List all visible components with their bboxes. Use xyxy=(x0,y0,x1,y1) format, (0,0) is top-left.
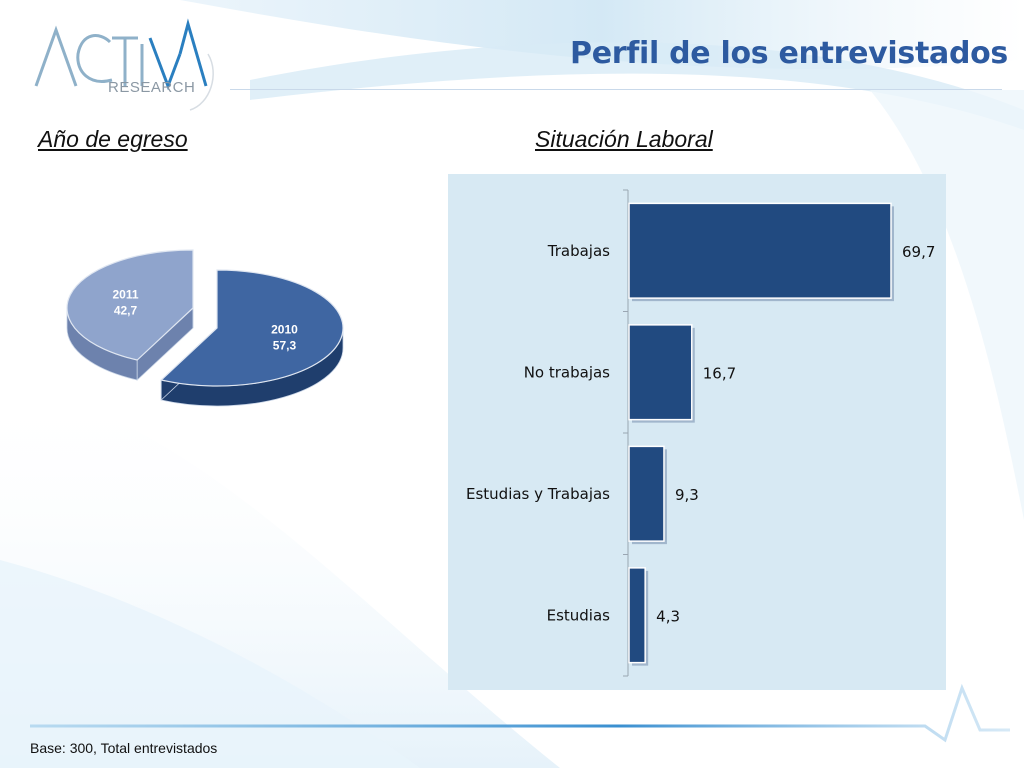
bar-value-label: 4,3 xyxy=(656,607,680,625)
activa-research-logo: RESEARCH xyxy=(34,18,214,111)
footer-pulse-line xyxy=(30,683,1010,743)
base-note: Base: 300, Total entrevistados xyxy=(30,740,218,756)
title-divider xyxy=(230,89,1002,90)
bar-category-label: Trabajas xyxy=(547,242,610,260)
pie-label-value: 57,3 xyxy=(273,338,297,352)
bar-chart-title: Situación Laboral xyxy=(535,126,713,152)
bar-value-label: 9,3 xyxy=(675,486,699,504)
bar-trabajas xyxy=(628,202,892,299)
pie-slice-2010: 2010 57,3 xyxy=(159,269,344,407)
bar-category-label: Estudias y Trabajas xyxy=(466,485,610,503)
bar-estudias xyxy=(628,567,646,664)
pie-label-category: 2010 xyxy=(271,322,298,336)
svg-text:RESEARCH: RESEARCH xyxy=(108,79,195,96)
page-title: Perfil de los entrevistados xyxy=(570,36,1008,71)
pie-label-value: 42,7 xyxy=(114,304,138,318)
pie-chart: 2011 42,7 2010 57,3 xyxy=(40,240,370,420)
bar-value-label: 69,7 xyxy=(902,243,935,261)
bar-category-label: No trabajas xyxy=(524,363,610,381)
pie-slice-2011: 2011 42,7 xyxy=(66,249,194,381)
pie-label-category: 2011 xyxy=(112,288,138,302)
bar-estudias-y-trabajas xyxy=(628,445,665,542)
bar-value-label: 16,7 xyxy=(703,364,736,382)
bar-no-trabajas xyxy=(628,324,693,421)
bar-category-label: Estudias xyxy=(547,606,611,624)
pie-chart-title: Año de egreso xyxy=(38,126,188,152)
bar-chart: Trabajas 69,7 No trabajas 16,7 Estudias y Tr… xyxy=(448,174,946,690)
